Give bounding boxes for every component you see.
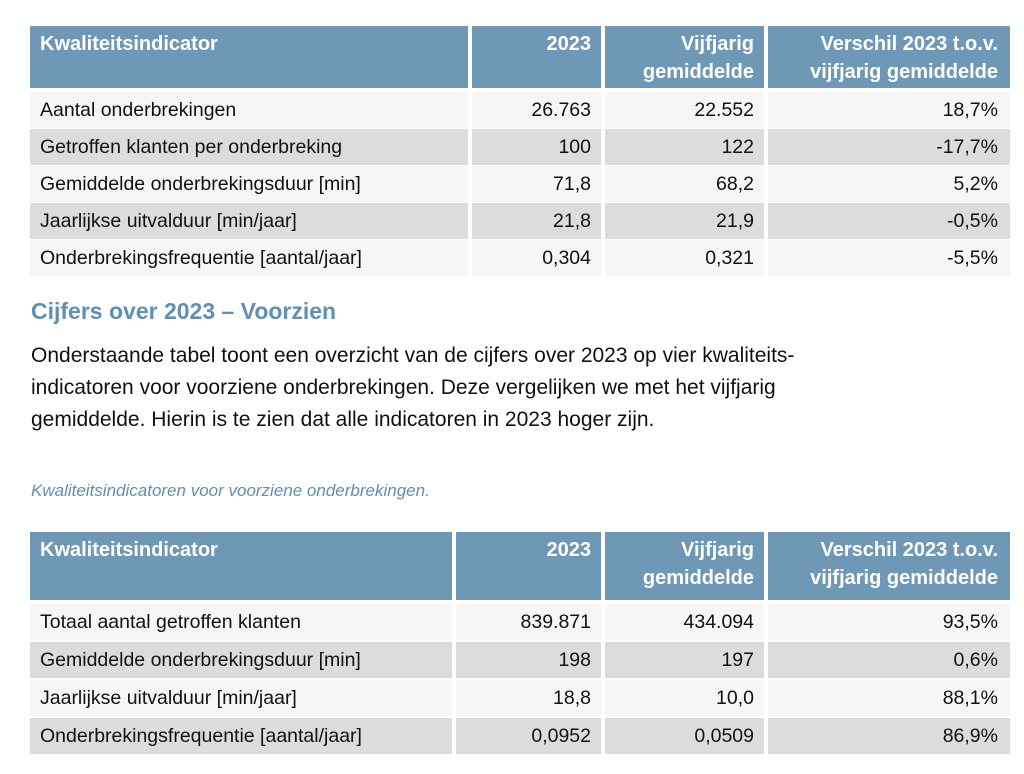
value-difference: 0,6%	[768, 642, 1010, 678]
section-paragraph: Onderstaande tabel toont een overzicht v…	[31, 340, 931, 436]
header-line: Vijfjarig	[681, 539, 754, 561]
header-line: vijfjarig gemiddelde	[810, 61, 998, 83]
value-difference: -5,5%	[768, 240, 1010, 276]
value-difference: 86,9%	[768, 718, 1010, 754]
header-line: gemiddelde	[642, 567, 754, 589]
header-line: gemiddelde	[642, 61, 754, 83]
value-2023: 71,8	[472, 166, 601, 202]
paragraph-line: indicatoren voor voorziene onderbrekinge…	[31, 376, 776, 399]
header-2023: 2023	[472, 26, 601, 88]
indicator-name: Totaal aantal getroffen klanten	[30, 604, 452, 640]
value-five-year-avg: 122	[605, 129, 764, 165]
value-five-year-avg: 21,9	[605, 203, 764, 239]
indicator-name: Aantal onderbrekingen	[30, 92, 468, 128]
indicator-name: Onderbrekingsfrequentie [aantal/jaar]	[30, 718, 452, 754]
value-2023: 0,304	[472, 240, 601, 276]
header-vijfjarig-gemiddelde: Vijfjarig gemiddelde	[605, 532, 764, 600]
value-2023: 21,8	[472, 203, 601, 239]
indicator-name: Jaarlijkse uitvalduur [min/jaar]	[30, 203, 468, 239]
value-five-year-avg: 0,0509	[605, 718, 764, 754]
header-kwaliteitsindicator: Kwaliteitsindicator	[30, 26, 468, 88]
header-line: Verschil 2023 t.o.v.	[820, 539, 998, 561]
value-2023: 839.871	[456, 604, 601, 640]
header-line: 2023	[546, 33, 592, 55]
header-line: Kwaliteitsindicator	[40, 539, 218, 561]
value-five-year-avg: 68,2	[605, 166, 764, 202]
header-verschil: Verschil 2023 t.o.v. vijfjarig gemiddeld…	[768, 26, 1010, 88]
indicator-name: Gemiddelde onderbrekingsduur [min]	[30, 166, 468, 202]
value-five-year-avg: 434.094	[605, 604, 764, 640]
value-2023: 198	[456, 642, 601, 678]
value-difference: 18,7%	[768, 92, 1010, 128]
value-difference: -0,5%	[768, 203, 1010, 239]
indicator-name: Jaarlijkse uitvalduur [min/jaar]	[30, 680, 452, 716]
value-five-year-avg: 197	[605, 642, 764, 678]
value-2023: 100	[472, 129, 601, 165]
value-difference: 88,1%	[768, 680, 1010, 716]
header-line: Verschil 2023 t.o.v.	[820, 33, 998, 55]
value-difference: 5,2%	[768, 166, 1010, 202]
header-kwaliteitsindicator: Kwaliteitsindicator	[30, 532, 452, 600]
value-difference: 93,5%	[768, 604, 1010, 640]
value-2023: 26.763	[472, 92, 601, 128]
value-2023: 0,0952	[456, 718, 601, 754]
header-line: Vijfjarig	[681, 33, 754, 55]
paragraph-line: Onderstaande tabel toont een overzicht v…	[31, 344, 795, 367]
value-2023: 18,8	[456, 680, 601, 716]
header-verschil: Verschil 2023 t.o.v. vijfjarig gemiddeld…	[768, 532, 1010, 600]
header-line: 2023	[546, 539, 592, 561]
table-caption: Kwaliteitsindicatoren voor voorziene ond…	[31, 481, 430, 500]
header-line: Kwaliteitsindicator	[40, 33, 218, 55]
section-title: Cijfers over 2023 – Voorzien	[31, 298, 337, 324]
header-line: vijfjarig gemiddelde	[810, 567, 998, 589]
header-vijfjarig-gemiddelde: Vijfjarig gemiddelde	[605, 26, 764, 88]
indicator-name: Onderbrekingsfrequentie [aantal/jaar]	[30, 240, 468, 276]
value-five-year-avg: 10,0	[605, 680, 764, 716]
indicator-name: Gemiddelde onderbrekingsduur [min]	[30, 642, 452, 678]
header-2023: 2023	[456, 532, 601, 600]
value-five-year-avg: 0,321	[605, 240, 764, 276]
value-five-year-avg: 22.552	[605, 92, 764, 128]
paragraph-line: gemiddelde. Hierin is te zien dat alle i…	[31, 408, 655, 431]
indicator-name: Getroffen klanten per onderbreking	[30, 129, 468, 165]
value-difference: -17,7%	[768, 129, 1010, 165]
